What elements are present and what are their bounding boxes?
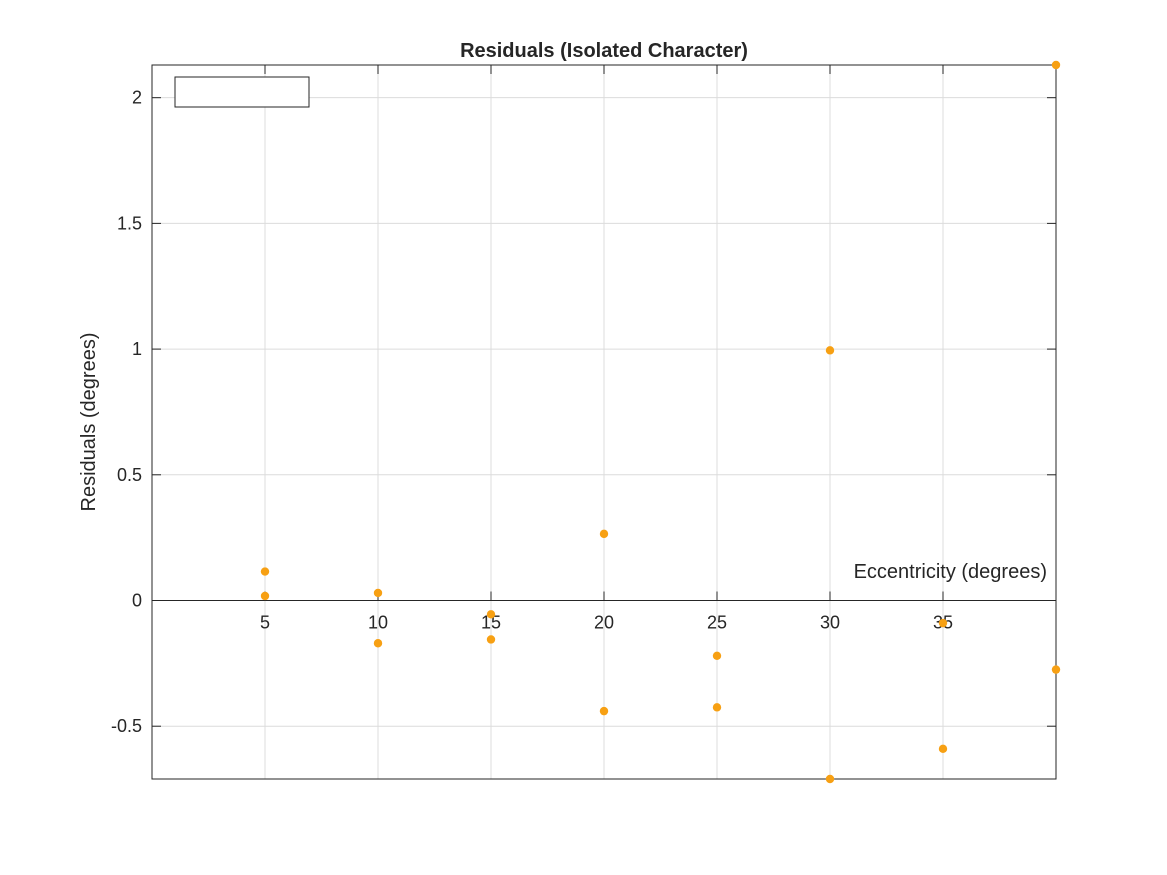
data-point [373,639,383,648]
y-tick-label: 1 [132,339,142,359]
grid [152,65,1056,779]
x-tick-label: 5 [260,613,270,633]
data-point [938,618,948,628]
data-point [373,588,383,598]
data-point [938,744,948,754]
data-point [825,774,835,784]
y-axis-label: Residuals (degrees) [78,333,100,512]
data-point [486,635,496,644]
y-tick-label: 1.5 [117,213,142,233]
data-point [599,529,609,539]
data-point [712,651,722,661]
legend-box [174,76,310,108]
data-point [1051,60,1061,70]
data-point [486,610,496,619]
x-tick-label: 25 [707,613,727,633]
chart-title: Residuals (Isolated Character) [460,40,748,62]
data-point [260,591,270,601]
data-point [260,567,270,576]
y-tick-label: -0.5 [111,716,142,736]
data-point [599,706,609,716]
y-tick-label: 0 [132,591,142,611]
x-axis-label: Eccentricity (degrees) [854,561,1047,583]
data-point [1051,665,1061,674]
y-tick-label: 0.5 [117,465,142,485]
x-tick-label: 15 [481,613,501,633]
data-point [712,703,722,712]
y-tick-label: 2 [132,88,142,108]
x-tick-label: 10 [368,613,388,633]
x-tick-label: 20 [594,613,614,633]
data-point [825,346,835,355]
data-points [260,60,1061,784]
tick-marks [152,65,1056,727]
y-tick-labels: -0.5 0 0.5 1 1.5 2 [111,88,142,737]
x-tick-label: 30 [820,613,840,633]
x-tick-labels: 5101520253035 [260,613,953,633]
